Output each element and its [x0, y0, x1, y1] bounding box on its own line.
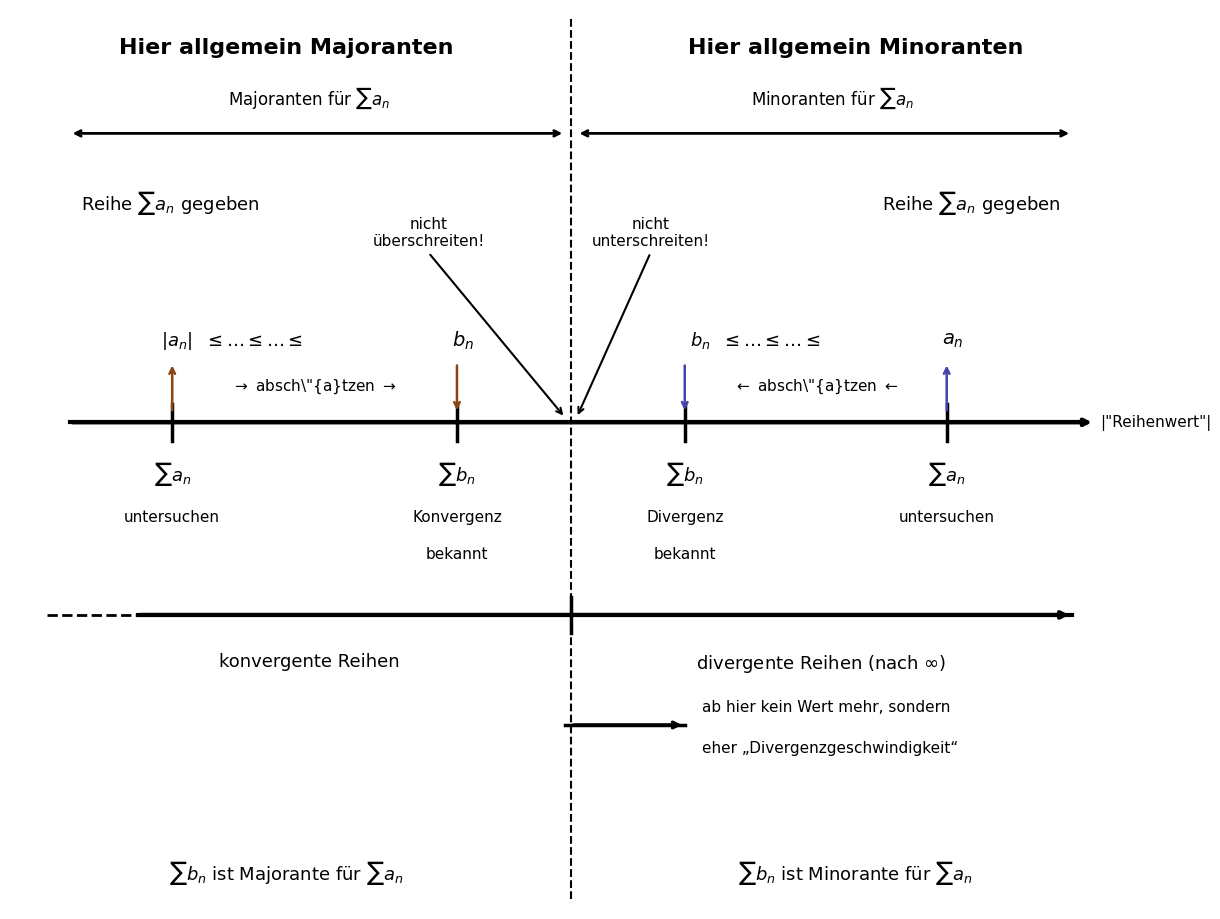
Text: untersuchen: untersuchen	[124, 510, 221, 525]
Text: $b_n$: $b_n$	[451, 329, 473, 352]
Text: ab hier kein Wert mehr, sondern: ab hier kein Wert mehr, sondern	[702, 699, 950, 714]
Text: untersuchen: untersuchen	[899, 510, 994, 525]
Text: $b_n$  $\leq \ldots \leq \ldots \leq$: $b_n$ $\leq \ldots \leq \ldots \leq$	[691, 330, 821, 351]
Text: bekannt: bekannt	[654, 547, 716, 562]
Text: $\sum b_n$ ist Majorante für $\sum a_n$: $\sum b_n$ ist Majorante für $\sum a_n$	[168, 857, 404, 886]
Text: Divergenz: Divergenz	[647, 510, 723, 525]
Text: $|a_n|$  $\leq \ldots \leq \ldots \leq$: $|a_n|$ $\leq \ldots \leq \ldots \leq$	[161, 329, 303, 351]
Text: $\leftarrow$ absch\"{a}tzen $\leftarrow$: $\leftarrow$ absch\"{a}tzen $\leftarrow$	[733, 377, 898, 395]
Text: $\sum b_n$: $\sum b_n$	[666, 460, 704, 487]
Text: $a_n$: $a_n$	[942, 331, 964, 350]
Text: $\rightarrow$ absch\"{a}tzen $\rightarrow$: $\rightarrow$ absch\"{a}tzen $\rightarro…	[233, 377, 396, 395]
Text: |"Reihenwert"|: |"Reihenwert"|	[1100, 414, 1211, 431]
Text: konvergente Reihen: konvergente Reihen	[218, 652, 399, 670]
Text: nicht
überschreiten!: nicht überschreiten!	[372, 216, 484, 249]
Text: $\sum a_n$: $\sum a_n$	[154, 460, 190, 487]
Text: divergente Reihen (nach $\infty$): divergente Reihen (nach $\infty$)	[697, 652, 947, 674]
Text: nicht
unterschreiten!: nicht unterschreiten!	[592, 216, 710, 249]
Text: Majoranten für $\sum a_n$: Majoranten für $\sum a_n$	[228, 86, 390, 111]
Text: Konvergenz: Konvergenz	[412, 510, 501, 525]
Text: $\sum b_n$ ist Minorante für $\sum a_n$: $\sum b_n$ ist Minorante für $\sum a_n$	[738, 857, 974, 886]
Text: Reihe $\sum a_n$ gegeben: Reihe $\sum a_n$ gegeben	[81, 189, 260, 217]
Text: bekannt: bekannt	[426, 547, 488, 562]
Text: $\sum b_n$: $\sum b_n$	[438, 460, 476, 487]
Text: eher „Divergenzgeschwindigkeit“: eher „Divergenzgeschwindigkeit“	[702, 741, 958, 755]
Text: Hier allgemein Majoranten: Hier allgemein Majoranten	[118, 38, 454, 58]
Text: Reihe $\sum a_n$ gegeben: Reihe $\sum a_n$ gegeben	[882, 189, 1060, 217]
Text: $\sum a_n$: $\sum a_n$	[928, 460, 965, 487]
Text: Minoranten für $\sum a_n$: Minoranten für $\sum a_n$	[752, 86, 914, 111]
Text: Hier allgemein Minoranten: Hier allgemein Minoranten	[688, 38, 1024, 58]
